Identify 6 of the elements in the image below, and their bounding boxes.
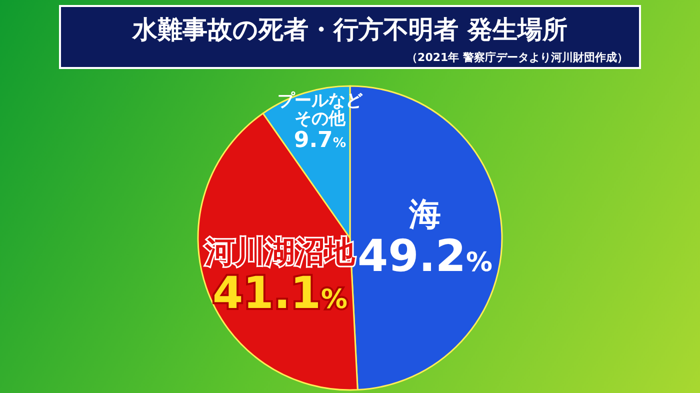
data-label: 49.2%	[357, 231, 493, 282]
chart-subtitle: （2021年 警察庁データより河川財団作成）	[406, 51, 628, 64]
chart-title: 水難事故の死者・行方不明者 発生場所	[132, 15, 568, 44]
data-label: 9.7%	[294, 128, 346, 154]
data-label: 41.1%	[212, 268, 348, 320]
slice-label: 海	[408, 195, 441, 233]
